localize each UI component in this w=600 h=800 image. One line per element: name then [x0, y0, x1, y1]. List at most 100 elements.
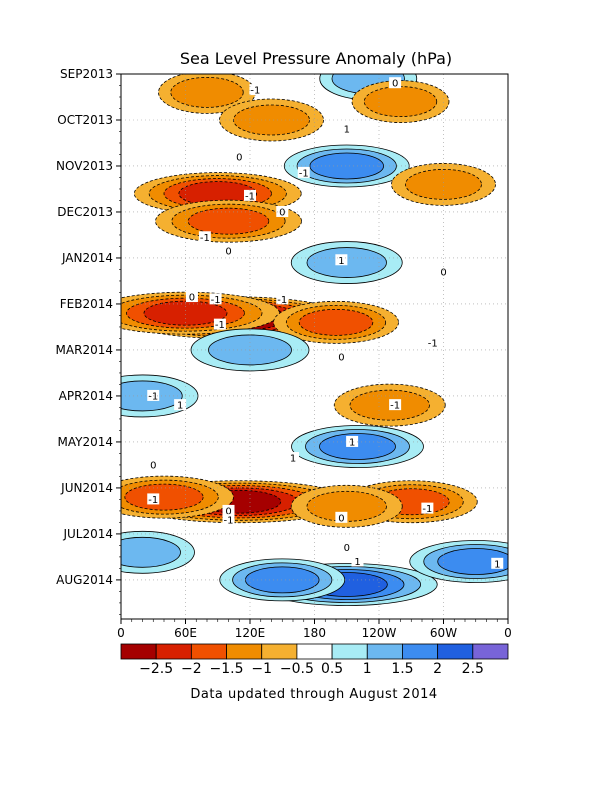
contour-label: 0 [150, 460, 156, 471]
anomaly-contour [298, 308, 374, 336]
chart-title: Sea Level Pressure Anomaly (hPa) [180, 49, 452, 68]
colorbar-label: −1 [251, 661, 272, 677]
contour-label: -1 [299, 168, 309, 179]
y-tick-label: JAN2014 [61, 251, 113, 265]
contour-label: 0 [344, 543, 350, 554]
contour-label-bg [233, 150, 246, 162]
contour-label: 1 [338, 256, 344, 267]
x-tick-label: 0 [504, 626, 512, 640]
contour-label: 0 [279, 207, 285, 218]
anomaly-contour [437, 548, 508, 575]
contour-label-bg [244, 189, 256, 201]
anomaly-contour [124, 483, 204, 511]
contour-label: 1 [290, 454, 296, 465]
y-tick-label: JUN2014 [60, 481, 113, 495]
anomaly-contour [309, 152, 384, 180]
anomaly-cell [283, 144, 410, 188]
colorbar-swatch [155, 643, 192, 660]
x-tick-label: 120E [235, 626, 266, 640]
contour-label-bg [346, 435, 359, 447]
contour-label-bg [335, 511, 348, 523]
anomaly-contour [405, 168, 482, 200]
y-tick-label: APR2014 [59, 389, 113, 403]
colorbar-label: 2.5 [462, 661, 484, 677]
colorbar-label: 0.5 [321, 661, 343, 677]
anomaly-contour [170, 76, 244, 108]
contour-label: 0 [225, 506, 231, 517]
anomaly-contour [121, 380, 183, 412]
colorbar-swatch [472, 643, 509, 660]
contour-label-bg [389, 399, 402, 411]
contour-label-bg [276, 293, 289, 305]
y-tick-label: MAY2014 [58, 435, 114, 449]
anomaly-cell [351, 80, 450, 123]
x-tick-label: 0 [117, 626, 125, 640]
y-tick-label: JUL2014 [62, 527, 113, 541]
anomaly-cell [219, 558, 346, 602]
contour-label-bg [222, 245, 235, 257]
footnote: Data updated through August 2014 [190, 687, 437, 702]
anomaly-cell [121, 530, 195, 574]
contour-label: 0 [392, 79, 398, 90]
y-tick-label: DEC2013 [57, 205, 113, 219]
contour-label-bg [426, 337, 439, 349]
contour-label: -1 [215, 320, 225, 331]
contour-label: -1 [277, 295, 287, 306]
colorbar-swatch [261, 643, 298, 660]
contour-label: 1 [354, 557, 360, 568]
y-axis: SEP2013 OCT2013 NOV2013 DEC2013 JAN2014 FEB20… [56, 67, 121, 615]
contour-label: 1 [349, 437, 355, 448]
anomaly-cell [158, 74, 256, 114]
anomaly-contour [143, 300, 228, 326]
colorbar-swatch [120, 643, 157, 660]
contour-label-bg [222, 504, 235, 516]
contour-label-bg [287, 452, 299, 464]
contour-label: 0 [338, 513, 344, 524]
anomaly-cell [273, 300, 399, 344]
anomaly-contour [363, 86, 438, 117]
colorbar-label: −0.5 [280, 661, 314, 677]
contour-label: 0 [338, 352, 344, 363]
grid-lines [121, 74, 508, 619]
contour-label-bg [222, 514, 235, 526]
anomaly-cell [290, 484, 403, 528]
contour-label-bg [249, 84, 262, 96]
contour-label: -1 [422, 504, 432, 515]
anomaly-cell [155, 199, 302, 243]
x-tick-label: 60E [174, 626, 197, 640]
contour-label-bg [437, 265, 450, 277]
colorbar-label: 1 [363, 661, 372, 677]
contour-label: -1 [200, 233, 210, 244]
contour-label-bg [491, 557, 504, 569]
contour-label: -1 [250, 86, 260, 97]
contour-label: -1 [211, 295, 221, 306]
y-tick-label: FEB2014 [60, 297, 113, 311]
anomaly-cell [219, 98, 324, 142]
contour-label-bg [147, 458, 160, 470]
contour-label-bg [421, 502, 434, 514]
colorbar-swatch [226, 643, 263, 660]
contour-label: -1 [224, 516, 234, 527]
contour-label-bg [389, 77, 402, 89]
x-axis: 0 60E 120E 180 120W 60W 0 [117, 619, 512, 640]
contour-label: 1 [494, 559, 500, 570]
contour-label: -1 [148, 391, 158, 402]
anomaly-contour [233, 104, 310, 136]
anomaly-contour [245, 566, 320, 594]
y-tick-label: NOV2013 [56, 159, 113, 173]
contour-label-bg [340, 123, 353, 135]
contour-label: 1 [177, 401, 183, 412]
contour-label-bg [340, 541, 353, 553]
contour-label: 0 [236, 152, 242, 163]
contour-label: -1 [428, 339, 438, 350]
anomaly-contour [121, 536, 181, 568]
colorbar-label: −2.5 [139, 661, 173, 677]
colorbar-swatch [437, 643, 474, 660]
y-tick-label: MAR2014 [56, 343, 113, 357]
anomaly-contour [187, 207, 270, 235]
y-tick-label: OCT2013 [57, 113, 113, 127]
x-tick-label: 180 [303, 626, 326, 640]
contour-label-bg [209, 293, 222, 305]
